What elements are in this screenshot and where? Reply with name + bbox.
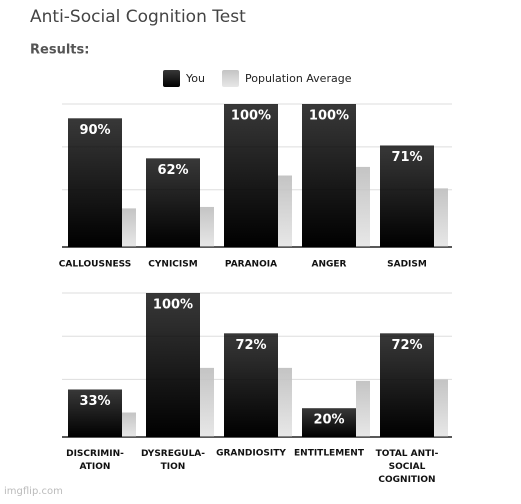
value-label: 90% bbox=[79, 123, 110, 138]
x-tick-label: CALLOUSNESS bbox=[59, 260, 131, 270]
bar-you bbox=[146, 293, 200, 437]
bar-you bbox=[380, 145, 434, 247]
legend-swatch-you bbox=[163, 70, 180, 87]
bar-average bbox=[356, 166, 370, 247]
value-label: 33% bbox=[79, 394, 110, 409]
bar-average bbox=[278, 175, 292, 247]
bar-you bbox=[302, 408, 356, 437]
bar-average bbox=[434, 188, 448, 247]
bar-average bbox=[278, 367, 292, 437]
value-label: 20% bbox=[313, 413, 344, 428]
bar-average bbox=[122, 208, 136, 247]
bar-you bbox=[146, 158, 200, 247]
bar-average bbox=[200, 206, 214, 247]
x-tick-label: ANGER bbox=[312, 260, 347, 270]
bar-you bbox=[68, 389, 122, 437]
x-tick-label: SADISM bbox=[387, 260, 427, 270]
bar-average bbox=[356, 380, 370, 437]
bar-average bbox=[122, 412, 136, 437]
legend-label: Population Average bbox=[245, 72, 352, 85]
x-tick-label: PARANOIA bbox=[225, 260, 277, 270]
bar-you bbox=[68, 118, 122, 247]
bar-you bbox=[224, 333, 278, 437]
value-label: 62% bbox=[157, 163, 188, 178]
legend-label: You bbox=[185, 72, 205, 85]
bar-average bbox=[200, 367, 214, 437]
watermark: imgflip.com bbox=[4, 486, 63, 497]
bar-you bbox=[380, 333, 434, 437]
value-label: 71% bbox=[391, 150, 422, 165]
value-label: 100% bbox=[309, 109, 349, 124]
x-tick-label: TOTAL ANTI-SOCIAL COGNITION bbox=[376, 449, 439, 485]
bar-average bbox=[434, 379, 448, 437]
page-title: Anti-Social Cognition Test bbox=[30, 7, 246, 27]
x-tick-label: DYSREGULA-TION bbox=[141, 449, 205, 472]
bar-you bbox=[302, 104, 356, 247]
x-tick-label: ENTITLEMENT bbox=[294, 449, 365, 459]
value-label: 72% bbox=[391, 338, 422, 353]
x-tick-label: DISCRIMIN-ATION bbox=[66, 449, 124, 472]
x-tick-label: GRANDIOSITY bbox=[216, 449, 286, 459]
value-label: 100% bbox=[153, 298, 193, 313]
legend-swatch-average bbox=[222, 70, 239, 87]
bar-you bbox=[224, 104, 278, 247]
value-label: 72% bbox=[235, 338, 266, 353]
x-tick-label: CYNICISM bbox=[148, 260, 197, 270]
value-label: 100% bbox=[231, 109, 271, 124]
results-label: Results: bbox=[30, 43, 89, 58]
